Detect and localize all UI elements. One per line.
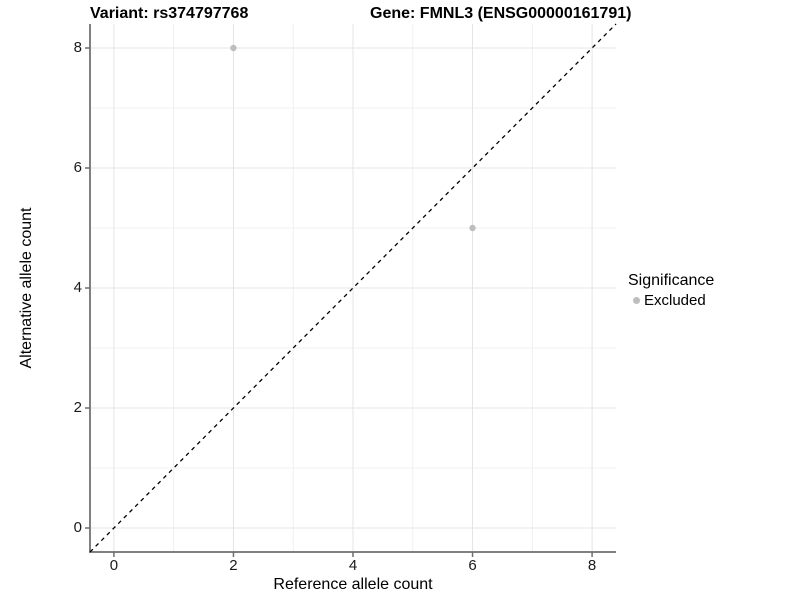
y-tick-label: 2 bbox=[73, 399, 82, 416]
x-tick-label: 8 bbox=[587, 557, 597, 574]
variant-title: Variant: rs374797768 bbox=[90, 5, 249, 22]
x-tick-label: 2 bbox=[229, 557, 238, 574]
x-axis-title: Reference allele count bbox=[273, 576, 433, 593]
excluded-point-icon bbox=[633, 297, 640, 304]
x-tick-label: 4 bbox=[348, 557, 358, 574]
data-point bbox=[230, 44, 237, 52]
legend-title: Significance bbox=[628, 272, 715, 289]
x-tick-label: 0 bbox=[109, 557, 119, 574]
legend: Significance Excluded bbox=[628, 272, 798, 309]
y-tick-label: 4 bbox=[73, 279, 82, 296]
gene-title: Gene: FMNL3 (ENSG00000161791) bbox=[370, 5, 632, 22]
legend-entry-label: Excluded bbox=[644, 292, 706, 309]
y-tick-label: 0 bbox=[73, 519, 82, 536]
y-axis-title: Alternative allele count bbox=[18, 207, 35, 369]
y-tick-label: 8 bbox=[73, 39, 82, 56]
x-tick-label: 6 bbox=[468, 557, 477, 574]
data-point bbox=[469, 224, 476, 232]
y-tick-label: 6 bbox=[73, 159, 82, 176]
legend-entry-excluded: Excluded bbox=[628, 292, 798, 309]
